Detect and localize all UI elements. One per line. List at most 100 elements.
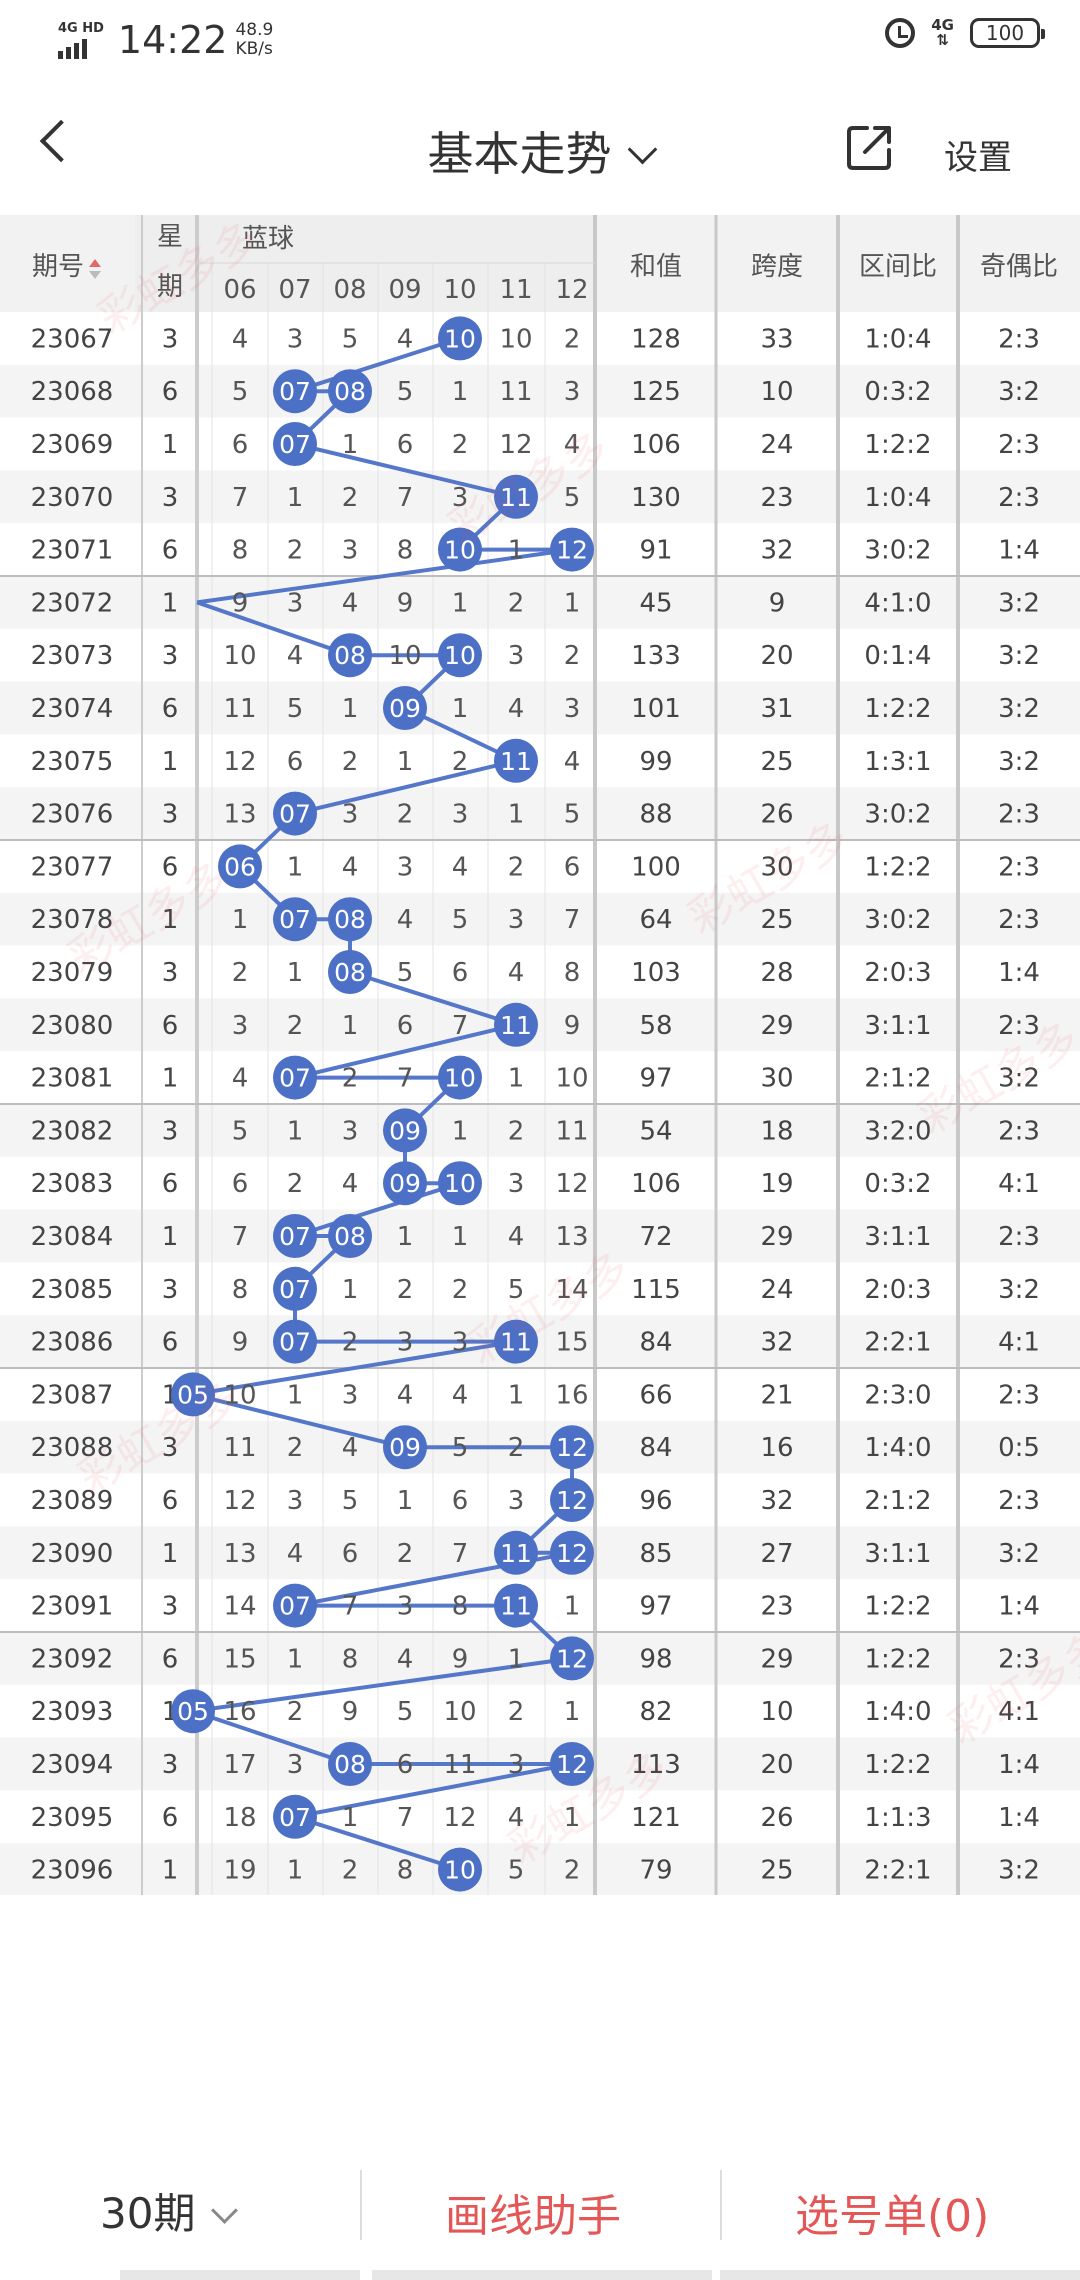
zone-ratio-value: 3:1:1 (864, 1222, 931, 1252)
share-icon[interactable] (845, 122, 895, 172)
period-number: 23095 (31, 1803, 114, 1833)
miss-count: 2 (508, 852, 525, 882)
blue-ball (328, 1214, 372, 1258)
odd-even-value: 2:3 (998, 1644, 1040, 1674)
period-number: 23075 (31, 747, 114, 777)
miss-count: 3 (452, 1328, 469, 1358)
miss-count: 6 (232, 1169, 249, 1199)
week-day: 1 (162, 747, 179, 777)
miss-count: 7 (342, 1592, 359, 1622)
zone-ratio-value: 1:2:2 (864, 1644, 931, 1674)
miss-count: 1 (452, 1116, 469, 1146)
trend-line (294, 1762, 573, 1819)
miss-count: 2 (342, 747, 359, 777)
row-background (0, 681, 1080, 735)
sum-value: 125 (631, 377, 681, 407)
span-value: 18 (760, 1116, 793, 1146)
miss-count: 1 (397, 1222, 414, 1252)
miss-count: 11 (443, 1750, 476, 1780)
scroll-indicator (372, 2270, 712, 2280)
miss-count: 2 (508, 588, 525, 618)
row-background (0, 628, 1080, 682)
odd-even-header: 奇偶比 (980, 252, 1058, 282)
span-value: 26 (760, 1803, 793, 1833)
row-background (0, 1473, 1080, 1527)
sum-value: 113 (631, 1750, 681, 1780)
period-number: 23081 (31, 1064, 114, 1094)
blue-ball-number: 07 (279, 1592, 311, 1621)
blue-ball (438, 633, 482, 678)
miss-count: 1 (508, 536, 525, 566)
draw-helper-button[interactable]: 画线助手 (445, 2191, 621, 2242)
miss-count: 2 (397, 1539, 414, 1569)
miss-count: 3 (342, 536, 359, 566)
sort-down-icon[interactable] (89, 271, 101, 279)
miss-count: 2 (287, 1433, 304, 1463)
row-background (0, 840, 1080, 893)
sort-up-icon[interactable] (89, 259, 101, 267)
blue-ball (218, 844, 262, 889)
miss-count: 8 (397, 1856, 414, 1886)
blue-ball (550, 1530, 594, 1575)
row-background (0, 312, 1080, 365)
miss-count: 13 (223, 1539, 256, 1569)
period-number: 23069 (31, 430, 114, 460)
miss-count: 4 (342, 852, 359, 882)
blue-col-header: 07 (278, 275, 311, 305)
selection-list-button[interactable]: 选号单(0) (795, 2191, 990, 2242)
miss-count: 4 (342, 1169, 359, 1199)
miss-count: 6 (287, 747, 304, 777)
week-day: 1 (162, 588, 179, 618)
miss-count: 6 (564, 852, 581, 882)
span-value: 26 (760, 800, 793, 830)
sum-value: 58 (639, 1011, 672, 1041)
zone-ratio-value: 3:0:2 (864, 905, 931, 935)
miss-count: 7 (232, 483, 249, 513)
sum-value: 72 (639, 1222, 672, 1252)
miss-count: 3 (287, 1750, 304, 1780)
miss-count: 1 (287, 483, 304, 513)
odd-even-value: 2:3 (998, 483, 1040, 513)
settings-button[interactable]: 设置 (944, 138, 1012, 178)
miss-count: 6 (232, 430, 249, 460)
zone-ratio-value: 1:1:3 (864, 1803, 931, 1833)
miss-count: 4 (452, 852, 469, 882)
span-value: 28 (760, 958, 793, 988)
sum-value: 85 (639, 1539, 672, 1569)
blue-ball (494, 1583, 538, 1628)
alarm-icon (885, 18, 916, 48)
blue-ball-number: 10 (444, 1169, 476, 1198)
mobile-data-icon: 4G ⇅ (931, 16, 954, 49)
page-title[interactable]: 基本走势 (0, 118, 1080, 184)
miss-count: 13 (555, 1222, 588, 1252)
zone-ratio-value: 4:1:0 (864, 588, 931, 618)
blue-ball (438, 527, 482, 572)
span-value: 25 (760, 1856, 793, 1886)
period-selector[interactable]: 30期 (100, 2180, 239, 2241)
miss-count: 3 (564, 377, 581, 407)
miss-count: 3 (508, 641, 525, 671)
odd-even-value: 2:3 (998, 1011, 1040, 1041)
period-number: 23090 (31, 1539, 114, 1569)
blue-ball-number: 12 (556, 1486, 588, 1515)
week-day: 3 (162, 324, 179, 354)
zone-ratio-value: 1:4:0 (864, 1697, 931, 1727)
signal-icon (58, 37, 104, 59)
zone-ratio-value: 1:2:2 (864, 694, 931, 724)
miss-count: 5 (397, 958, 414, 988)
period-number: 23096 (31, 1856, 114, 1886)
miss-count: 6 (452, 958, 469, 988)
blue-ball (494, 1002, 538, 1047)
blue-ball (273, 422, 317, 466)
miss-count: 1 (397, 1486, 414, 1516)
period-number: 23085 (31, 1275, 114, 1305)
sum-value: 130 (631, 483, 681, 513)
title-text: 基本走势 (427, 127, 612, 181)
miss-count: 11 (223, 694, 256, 724)
miss-count: 7 (397, 1064, 414, 1094)
blue-ball-number: 07 (279, 1328, 311, 1357)
period-header[interactable]: 期号 (32, 252, 84, 282)
network-type: 4G HD (58, 20, 104, 36)
odd-even-value: 4:1 (998, 1697, 1040, 1727)
miss-count: 2 (287, 1169, 304, 1199)
